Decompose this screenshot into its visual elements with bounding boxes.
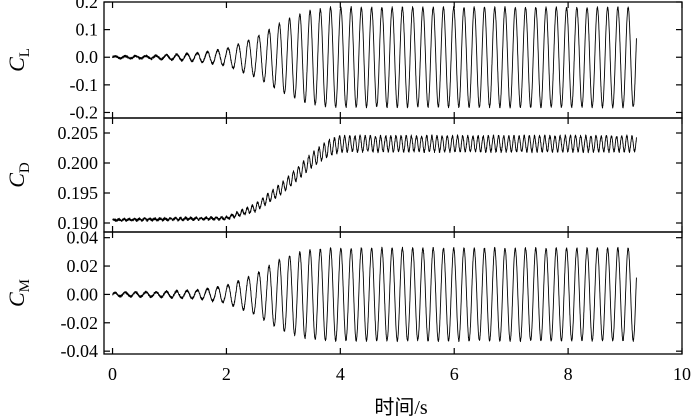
- y-axis-label: CL: [4, 48, 33, 72]
- y-axis-label-sub: D: [17, 162, 33, 173]
- y-axis-label-main: C: [4, 57, 29, 72]
- y-tick-label: -0.02: [61, 313, 99, 333]
- x-axis-label: 时间/s: [374, 396, 428, 419]
- y-axis-label-sub: M: [17, 279, 33, 292]
- y-tick-label: 0.0: [76, 47, 99, 67]
- y-axis-label-main: C: [4, 173, 29, 188]
- series-line: [112, 134, 637, 222]
- x-tick-label: 10: [673, 364, 691, 384]
- x-tick-label: 4: [336, 364, 345, 384]
- y-tick-label: 0.205: [58, 123, 99, 143]
- y-tick-label: 0.1: [76, 20, 99, 40]
- x-tick-label: 0: [108, 364, 117, 384]
- y-tick-label: -0.04: [61, 341, 99, 361]
- y-tick-label: 0.195: [58, 183, 99, 203]
- x-tick-label: 8: [564, 364, 573, 384]
- series-line: [112, 6, 637, 109]
- y-axis-label-main: C: [4, 292, 29, 307]
- y-tick-label: -0.1: [70, 75, 99, 95]
- x-tick-label: 6: [450, 364, 459, 384]
- y-tick-label: 0.00: [67, 284, 99, 304]
- y-axis-label-sub: L: [17, 48, 33, 57]
- y-tick-label: 0.04: [67, 228, 99, 248]
- panel-frame: [103, 231, 683, 355]
- y-tick-label: 0.190: [58, 213, 99, 233]
- y-axis-label: CD: [4, 162, 33, 188]
- y-axis-label: CM: [4, 279, 33, 307]
- y-tick-label: 0.02: [67, 256, 99, 276]
- series-line: [112, 246, 637, 343]
- panel-frame: [103, 117, 683, 233]
- x-tick-label: 2: [222, 364, 231, 384]
- y-tick-label: 0.2: [76, 0, 99, 12]
- y-tick-label: -0.2: [70, 102, 99, 122]
- y-tick-label: 0.200: [58, 153, 99, 173]
